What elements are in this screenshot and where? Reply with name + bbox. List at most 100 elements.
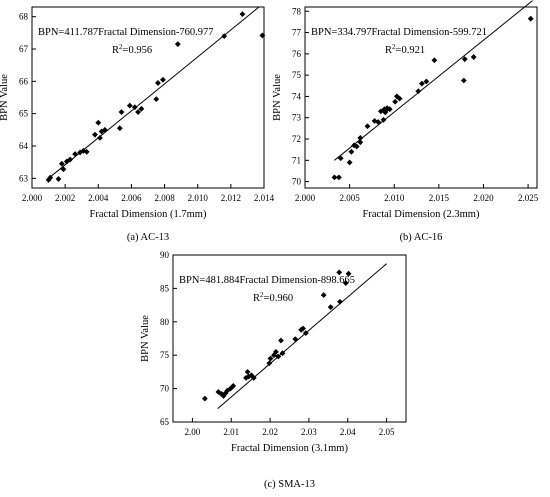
data-point bbox=[273, 348, 279, 355]
data-point bbox=[160, 76, 166, 83]
data-point bbox=[116, 125, 123, 132]
data-point bbox=[135, 109, 141, 115]
y-tick-label: 73 bbox=[292, 113, 302, 123]
data-point bbox=[55, 176, 62, 182]
regression-equation: BPN=411.787Fractal Dimension-760.977 bbox=[38, 27, 214, 38]
y-tick-label: 76 bbox=[292, 49, 302, 59]
data-point bbox=[357, 139, 364, 146]
data-point bbox=[331, 174, 338, 181]
data-point bbox=[72, 151, 78, 157]
x-tick-label: 2.015 bbox=[429, 193, 450, 203]
x-tick-label: 2.005 bbox=[339, 193, 360, 203]
data-point bbox=[47, 174, 54, 181]
data-point bbox=[102, 126, 108, 133]
x-axis-label: Fractal Dimension (3.1mm) bbox=[231, 443, 348, 454]
x-tick-label: 2.00 bbox=[185, 427, 201, 437]
data-point bbox=[220, 393, 227, 399]
data-point bbox=[215, 389, 222, 395]
x-tick-label: 2.000 bbox=[22, 193, 43, 203]
data-point bbox=[97, 135, 103, 141]
regression-equation: BPN=334.797Fractal Dimension-599.721 bbox=[311, 27, 487, 38]
x-tick-label: 2.025 bbox=[518, 193, 539, 203]
data-point bbox=[461, 56, 468, 63]
r-squared-exponent: 2 bbox=[392, 43, 396, 51]
data-point bbox=[327, 304, 334, 311]
data-point bbox=[60, 166, 67, 173]
data-point bbox=[431, 57, 438, 64]
y-tick-label: 75 bbox=[160, 350, 170, 360]
data-point bbox=[392, 98, 399, 105]
y-tick-label: 68 bbox=[19, 12, 29, 22]
regression-equation: BPN=481.884Fractal Dimension-898.665 bbox=[179, 275, 355, 286]
r-squared-equals: = bbox=[396, 45, 402, 56]
data-point bbox=[423, 78, 430, 85]
y-tick-label: 78 bbox=[292, 6, 302, 16]
r-squared-equals: = bbox=[264, 293, 270, 304]
data-point bbox=[271, 352, 277, 359]
data-point bbox=[300, 325, 306, 332]
data-point bbox=[58, 160, 65, 167]
y-tick-label: 90 bbox=[160, 250, 170, 260]
x-tick-label: 2.03 bbox=[301, 427, 317, 437]
panel-caption: (b) AC-16 bbox=[400, 232, 443, 243]
data-point bbox=[353, 143, 360, 150]
data-point bbox=[460, 77, 467, 84]
x-tick-label: 2.006 bbox=[121, 193, 142, 203]
x-axis-label: Fractal Dimension (1.7mm) bbox=[90, 209, 207, 220]
x-tick-label: 2.010 bbox=[188, 193, 209, 203]
y-axis-label: BPN Value bbox=[272, 74, 283, 121]
y-tick-label: 77 bbox=[292, 28, 302, 38]
x-tick-label: 2.04 bbox=[340, 427, 356, 437]
data-point bbox=[80, 147, 87, 154]
y-axis-label: BPN Value bbox=[140, 315, 151, 362]
y-tick-label: 65 bbox=[160, 417, 170, 427]
data-point bbox=[98, 128, 105, 135]
chart-panel-3: 2.00 2.01 2.02 2.03 2.04 2.05 65 70 75 80 85 90 Frac… bbox=[140, 250, 407, 490]
data-point bbox=[83, 148, 90, 155]
r-squared-value: 0.960 bbox=[269, 293, 293, 304]
panel-caption: (a) AC-13 bbox=[127, 232, 169, 243]
data-point bbox=[131, 104, 138, 111]
data-point bbox=[248, 372, 255, 379]
data-point bbox=[224, 387, 231, 394]
plot-frame bbox=[172, 254, 407, 423]
y-tick-label: 85 bbox=[160, 283, 170, 293]
r-squared: R2=0.921 bbox=[385, 43, 425, 56]
data-point bbox=[386, 106, 393, 113]
data-point bbox=[138, 105, 145, 112]
data-point bbox=[337, 298, 343, 305]
data-point bbox=[357, 135, 364, 141]
x-tick-label: 2.02 bbox=[262, 427, 278, 437]
data-point bbox=[345, 270, 352, 277]
y-tick-label: 70 bbox=[292, 177, 302, 187]
regression-line bbox=[334, 0, 533, 161]
data-point bbox=[279, 350, 286, 357]
data-point bbox=[201, 395, 208, 402]
data-point bbox=[470, 54, 477, 60]
data-point bbox=[346, 159, 353, 166]
data-point bbox=[250, 375, 257, 381]
data-point bbox=[396, 95, 403, 102]
y-tick-label: 71 bbox=[292, 155, 301, 165]
x-tick-label: 2.004 bbox=[88, 193, 109, 203]
data-point bbox=[336, 269, 343, 276]
r-squared-exponent: 2 bbox=[119, 43, 123, 51]
y-tick-label: 80 bbox=[160, 317, 170, 327]
data-point bbox=[275, 353, 282, 360]
panel-caption: (c) SMA-13 bbox=[264, 479, 315, 490]
data-point bbox=[221, 33, 228, 39]
x-tick-label: 2.002 bbox=[55, 193, 75, 203]
data-point bbox=[92, 131, 98, 138]
data-point bbox=[174, 41, 181, 48]
r-squared-symbol: R bbox=[385, 45, 392, 56]
data-point bbox=[153, 96, 160, 103]
data-point bbox=[302, 330, 309, 337]
r-squared-value: 0.956 bbox=[128, 45, 152, 56]
data-point bbox=[244, 369, 251, 375]
data-point bbox=[126, 102, 133, 109]
r-squared-exponent: 2 bbox=[260, 291, 264, 299]
data-point bbox=[95, 119, 102, 126]
data-point bbox=[380, 116, 387, 123]
data-point bbox=[278, 337, 284, 344]
